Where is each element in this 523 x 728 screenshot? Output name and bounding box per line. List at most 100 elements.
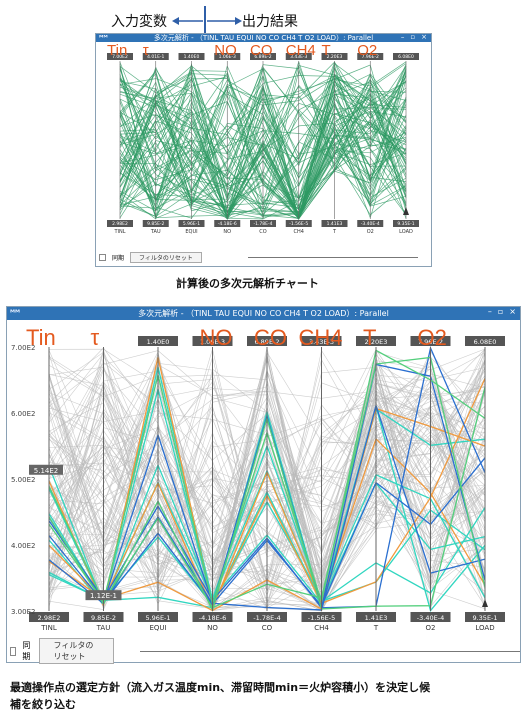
- axis-max-tag: [250, 53, 276, 60]
- axis-min-tag: [285, 220, 312, 227]
- axis-min-value: 5.96E-1: [183, 221, 200, 227]
- sync-checkbox[interactable]: [99, 253, 106, 261]
- filter-reset-button[interactable]: フィルタのリセット: [38, 638, 114, 664]
- axis-name: CH4: [294, 229, 304, 235]
- axis-overlay-label: Tin: [26, 325, 56, 350]
- tinl-tick-label: 7.00E2: [11, 344, 35, 352]
- bottom-caption: 最適操作点の選定方針（流入ガス温度min、滞留時間min＝火炉容積小）を決定し候…: [10, 679, 430, 713]
- axis-overlay-label: O2: [357, 42, 378, 59]
- filter-reset-button[interactable]: フィルタのリセット: [130, 251, 202, 263]
- axis-max-value: 4.01E-1: [147, 54, 164, 60]
- axis-min-value: 9.85E-2: [147, 221, 164, 227]
- top-parallel-window: ᴹᴹ 多次元解析 - （TINL TAU EQUI NO CO CH4 T O2…: [95, 33, 432, 267]
- axis-min-value: 9.35E-1: [397, 221, 414, 227]
- axis-max-tag: [410, 336, 451, 346]
- axis-name: CO: [262, 624, 273, 632]
- axis-max-tag: [301, 336, 342, 346]
- bottom-parallel-window: ᴹᴹ 多次元解析 - （TINL TAU EQUI NO CO CH4 T O2…: [6, 306, 521, 664]
- axis-min-value: -1.56E-5: [308, 614, 335, 622]
- axis-name: T: [373, 624, 379, 632]
- minimize-icon[interactable]: –: [400, 33, 405, 41]
- axis-min-value: 9.85E-2: [91, 614, 116, 622]
- axis-min-value: 2.98E2: [38, 614, 61, 622]
- axis-min-tag: [83, 612, 124, 622]
- axis-overlay-label: CH4: [285, 42, 316, 59]
- close-icon[interactable]: ×: [509, 307, 516, 316]
- app-logo-icon: ᴹᴹ: [99, 34, 108, 42]
- top-window-title: 多次元解析 - （TINL TAU EQUI NO CO CH4 T O2 LO…: [153, 33, 374, 42]
- app-logo-icon: ᴹᴹ: [10, 308, 21, 317]
- top-parallel-chart[interactable]: 7.00E2 2.98E2 TINL 4.01E-1 9.85E-2 TAU 1.40E0 5…: [98, 43, 428, 249]
- axis-marker-icon: [482, 599, 488, 607]
- sync-label: 同期: [112, 254, 125, 262]
- axis-max-tag: [138, 336, 178, 346]
- axis-min-value: -3.40E-4: [361, 221, 380, 227]
- axis-max-value: 1.40E0: [184, 54, 200, 60]
- axis-max-value: 6.08E0: [398, 54, 414, 60]
- output-results-label: 出力結果: [242, 14, 298, 30]
- axis-max-value: 6.89E-2: [254, 338, 279, 346]
- axis-max-value: 1.06E-3: [200, 338, 225, 346]
- axis-min-value: -3.40E-4: [417, 614, 444, 622]
- axis-name: NO: [223, 229, 231, 235]
- axis-name: EQUI: [185, 229, 197, 235]
- axis-max-value: 6.89E-2: [254, 54, 271, 60]
- bottom-title-bar: ᴹᴹ 多次元解析 - （TINL TAU EQUI NO CO CH4 T O2…: [7, 307, 520, 320]
- axis-max-value: 1.40E0: [147, 338, 170, 346]
- axis-max-tag: [393, 53, 419, 60]
- selected-tinl-value: 5.14E2: [34, 467, 58, 475]
- axis-min-value: -1.78E-4: [254, 221, 273, 227]
- bottom-parallel-chart[interactable]: 2.98E2 TINL 9.85E-2 TAU 1.40E0 5.96E-1 EQUI 1.0…: [9, 321, 517, 641]
- timeline-slider[interactable]: [247, 256, 418, 258]
- tinl-tick-label: 6.00E2: [11, 410, 35, 418]
- axis-overlay-label: τ: [90, 325, 100, 350]
- input-variables-label: 入力変数: [111, 14, 167, 30]
- axis-name: TINL: [113, 229, 125, 235]
- axis-max-value: 7.96E-2: [418, 338, 443, 346]
- axis-min-tag: [142, 220, 169, 227]
- axis-max-tag: [357, 53, 384, 60]
- axis-min-value: 5.96E-1: [145, 614, 170, 622]
- axis-min-tag: [356, 612, 396, 622]
- axis-name: TAU: [96, 624, 111, 632]
- axis-min-value: -1.78E-4: [253, 614, 280, 622]
- axis-min-value: 1.41E3: [327, 221, 343, 227]
- axis-max-tag: [285, 53, 312, 60]
- top-title-bar: ᴹᴹ 多次元解析 - （TINL TAU EQUI NO CO CH4 T O2…: [96, 34, 431, 42]
- axis-min-tag: [138, 612, 178, 622]
- axis-min-value: 1.41E3: [365, 614, 388, 622]
- timeline-slider[interactable]: [140, 650, 520, 652]
- bottom-caption-line1: 最適操作点の選定方針（流入ガス温度min、滞留時間min＝火炉容積小）を決定し候: [10, 681, 431, 694]
- axis-name: O2: [426, 624, 436, 632]
- axis-max-value: 2.20E3: [327, 54, 343, 60]
- axis-overlay-label: CO: [254, 325, 287, 350]
- axis-name: LOAD: [399, 229, 413, 235]
- axis-min-value: 2.98E2: [112, 221, 128, 227]
- axis-max-value: 2.20E3: [365, 338, 388, 346]
- minimize-icon[interactable]: –: [487, 307, 492, 316]
- axis-overlay-label: T: [363, 325, 377, 350]
- axis-overlay-label: T: [321, 42, 331, 59]
- axis-min-tag: [214, 220, 241, 227]
- axis-min-tag: [29, 612, 69, 622]
- axis-overlay-label: O2: [417, 325, 447, 350]
- tinl-tick-label: 3.00E2: [11, 608, 35, 616]
- axis-max-tag: [107, 53, 133, 60]
- close-icon[interactable]: ×: [421, 33, 427, 41]
- axis-min-tag: [250, 220, 276, 227]
- restore-icon[interactable]: ▫: [497, 307, 504, 316]
- axis-overlay-label: CO: [250, 42, 273, 59]
- restore-icon[interactable]: ▫: [410, 33, 416, 41]
- axis-max-tag: [178, 53, 205, 60]
- sync-checkbox[interactable]: [10, 646, 17, 656]
- axis-overlay-label: NO: [214, 42, 237, 59]
- axis-max-tag: [321, 53, 348, 60]
- window-controls: – ▫ ×: [488, 308, 516, 316]
- selected-tau-value: 1.12E-1: [90, 592, 117, 600]
- axis-name: CO: [259, 229, 266, 235]
- left-arrow-icon: [172, 17, 179, 25]
- axis-min-tag: [357, 220, 384, 227]
- axis-min-value: -4.18E-6: [218, 221, 237, 227]
- axis-min-tag: [321, 220, 348, 227]
- axis-name: T: [332, 229, 337, 235]
